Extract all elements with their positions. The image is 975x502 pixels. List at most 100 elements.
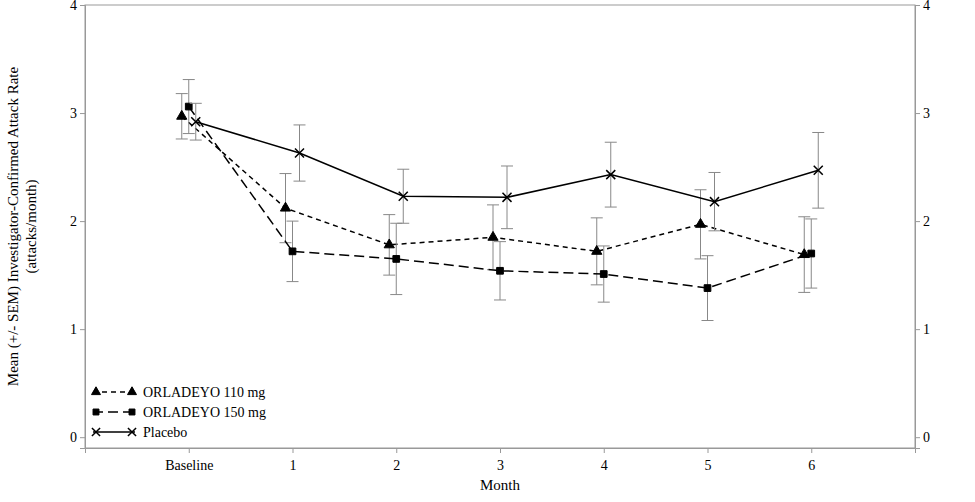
legend-line <box>93 431 135 433</box>
x-axis-tick-label: 2 <box>393 458 400 473</box>
x-axis-tick: 6 <box>808 448 815 473</box>
y-axis-tick-mark <box>80 5 85 6</box>
error-bar-cap <box>702 320 714 321</box>
error-bar <box>176 94 188 139</box>
error-bar-cap <box>176 93 188 94</box>
error-bar-cap <box>383 275 395 276</box>
error-bar-cap <box>397 223 409 224</box>
x-axis-tick-mark <box>189 448 190 453</box>
error-bar-cap <box>280 173 292 174</box>
legend-marker <box>128 428 136 436</box>
error-bar-cap <box>501 165 513 166</box>
error-bar-cap <box>287 221 299 222</box>
y-axis-tick-mark <box>80 113 85 114</box>
marker <box>710 197 719 206</box>
error-bar-cap <box>598 302 610 303</box>
x-axis-tick-label: 6 <box>808 458 815 473</box>
error-bar-cap <box>190 140 202 141</box>
error-bar <box>812 132 824 208</box>
error-bar-cap <box>183 133 195 134</box>
error-bar <box>294 125 306 181</box>
x-axis-tick: 2 <box>393 448 400 473</box>
x-axis-title: Month <box>480 477 521 493</box>
error-bar-cap <box>798 216 810 217</box>
legend-label: ORLADEYO 150 mg <box>143 405 266 420</box>
y-axis-tick: 3 <box>70 106 85 121</box>
marker <box>606 170 615 179</box>
y2-axis-tick-label: 3 <box>923 106 930 121</box>
y-axis-tick-label: 1 <box>70 322 77 337</box>
marker <box>502 193 511 202</box>
legend-label: Placebo <box>143 425 187 440</box>
error-bar-cap <box>702 255 714 256</box>
error-bar <box>280 174 292 243</box>
y-axis-tick-label: 2 <box>70 214 77 229</box>
plot: 0123401234Baseline123456ORLADEYO 110 mgO… <box>70 0 930 473</box>
x-axis-tick-mark <box>811 448 812 453</box>
error-bar-cap <box>798 292 810 293</box>
error-bar-cap <box>605 142 617 143</box>
x-axis: Baseline123456 <box>86 448 916 473</box>
y2-axis-tick: 1 <box>915 322 930 337</box>
y2-axis-tick-label: 1 <box>923 322 930 337</box>
x-axis-tick: Baseline <box>165 448 213 473</box>
x-axis-tick-mark <box>500 448 501 453</box>
error-bar-cap <box>805 218 817 219</box>
x-axis-tick-mark <box>604 448 605 453</box>
y2-axis-tick-label: 4 <box>923 0 930 13</box>
error-bar-cap <box>695 189 707 190</box>
marker <box>592 245 602 254</box>
error-bar-cap <box>294 181 306 182</box>
marker <box>177 110 187 119</box>
marker <box>393 256 400 263</box>
legend-marker <box>92 428 100 436</box>
y2-axis-tick-mark <box>915 437 920 438</box>
error-bar-cap <box>176 138 188 139</box>
x-axis-tick-label: 3 <box>497 458 504 473</box>
series <box>176 94 811 293</box>
error-bar-cap <box>805 288 817 289</box>
y-axis-tick: 0 <box>70 430 85 445</box>
error-bar-cap <box>190 103 202 104</box>
y-axis-tick-mark <box>80 437 85 438</box>
marker <box>600 271 607 278</box>
marker <box>295 149 304 158</box>
y-axis-tick-label: 4 <box>70 0 77 13</box>
error-bar-cap <box>294 124 306 125</box>
error-bar-cap <box>598 245 610 246</box>
y-axis-tick: 4 <box>70 0 85 13</box>
y2-axis-tick-mark <box>915 329 920 330</box>
y2-axis: 0 1 2 3 4 <box>915 0 930 448</box>
legend-marker <box>92 387 101 395</box>
chart: 0123401234Baseline123456ORLADEYO 110 mgO… <box>0 0 975 502</box>
error-bar-cap <box>183 79 195 80</box>
legend-item: ORLADEYO 110 mg <box>92 385 266 400</box>
error-bar <box>487 205 499 270</box>
x-axis-tick-label: 1 <box>290 458 297 473</box>
x-axis-tick: 4 <box>601 448 608 473</box>
series <box>190 103 825 230</box>
y2-axis-tick: 2 <box>915 214 930 229</box>
error-bar-cap <box>390 294 402 295</box>
legend-marker <box>128 387 137 395</box>
error-bar <box>190 103 202 140</box>
marker <box>384 239 394 248</box>
y-axis-tick-mark <box>80 329 85 330</box>
series-line <box>196 122 819 202</box>
error-bar <box>695 190 707 259</box>
marker <box>185 103 192 110</box>
error-bar <box>805 219 817 288</box>
legend-label: ORLADEYO 110 mg <box>143 385 265 400</box>
x-axis-tick-mark <box>396 448 397 453</box>
legend: ORLADEYO 110 mg ORLADEYO 150 mg Placebo <box>92 385 266 440</box>
marker <box>808 250 815 257</box>
plot-frame <box>85 5 915 448</box>
y-axis-tick: 2 <box>70 214 85 229</box>
marker <box>289 248 296 255</box>
y2-axis-tick-label: 0 <box>923 430 930 445</box>
marks <box>176 80 825 321</box>
y-axis: 0 1 2 3 4 <box>70 0 86 448</box>
y2-axis-tick-mark <box>915 5 920 6</box>
marker <box>399 192 408 201</box>
marker <box>280 202 290 211</box>
